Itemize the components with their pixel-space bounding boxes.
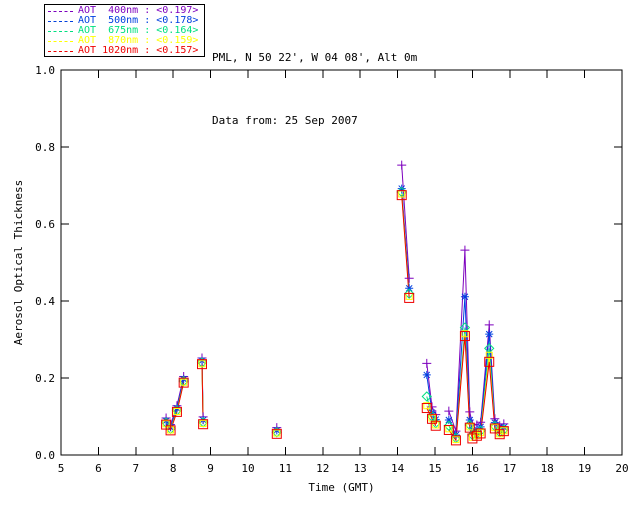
line-sample-icon — [48, 20, 73, 22]
y-axis-title: Aerosol Optical Thickness — [12, 180, 25, 346]
legend-label: AOT 675nm : <0.164> — [78, 25, 199, 36]
legend-row: AOT 400nm : <0.197> — [48, 6, 204, 16]
x-tick-label: 20 — [615, 462, 628, 475]
x-tick-label: 12 — [316, 462, 329, 475]
x-tick-label: 7 — [132, 462, 139, 475]
x-tick-label: 9 — [207, 462, 214, 475]
series-line-aot-870nm — [165, 193, 505, 442]
line-sample-icon — [48, 40, 73, 42]
y-tick-label: 0.0 — [35, 449, 55, 462]
axis-labels: 5 6 7 8 9 10 11 12 13 14 15 16 17 18 19 20 0.0 0.2 0.4 0.6 0… — [12, 64, 629, 494]
axes — [60, 69, 623, 456]
asterisk-symbols-aot-500nm — [162, 184, 508, 439]
square-symbols-aot-1020nm — [161, 190, 509, 446]
y-tick-label: 0.6 — [35, 218, 55, 231]
line-sample-icon — [48, 30, 73, 32]
legend-box: AOT 400nm : <0.197> AOT 500nm : <0.178> … — [44, 4, 205, 57]
legend-row: AOT 1020nm : <0.157> — [48, 46, 204, 56]
x-tick-label: 11 — [279, 462, 292, 475]
title-block: PML, N 50 22', W 04 08', Alt 0m Data fro… — [212, 5, 417, 173]
x-tick-label: 19 — [578, 462, 591, 475]
line-sample-icon — [48, 50, 73, 52]
legend-row: AOT 870nm : <0.159> — [48, 36, 204, 46]
legend-label: AOT 400nm : <0.197> — [78, 5, 199, 16]
series-line-aot-1020nm — [165, 195, 505, 442]
date-subtitle: Data from: 25 Sep 2007 — [212, 114, 358, 127]
y-tick-label: 0.4 — [35, 295, 55, 308]
x-tick-label: 6 — [95, 462, 102, 475]
plus-symbols-aot-400nm — [161, 160, 509, 436]
legend-label: AOT 500nm : <0.178> — [78, 15, 199, 26]
y-tick-label: 0.2 — [35, 372, 55, 385]
series-line-aot-675nm — [165, 192, 505, 440]
y-tick-label: 0.8 — [35, 141, 55, 154]
x-tick-label: 17 — [503, 462, 516, 475]
x-axis-title: Time (GMT) — [308, 481, 374, 494]
x-tick-label: 8 — [170, 462, 177, 475]
y-tick-label: 1.0 — [35, 64, 55, 77]
x-tick-label: 16 — [466, 462, 479, 475]
square-symbols-aot-870nm — [162, 190, 508, 444]
series-line-aot-500nm — [165, 188, 505, 437]
diamond-symbols-aot-675nm — [160, 186, 510, 444]
legend-label: AOT 1020nm : <0.157> — [78, 45, 199, 56]
x-tick-label: 10 — [241, 462, 254, 475]
legend-label: AOT 870nm : <0.159> — [78, 35, 199, 46]
x-tick-label: 14 — [391, 462, 405, 475]
x-tick-label: 18 — [541, 462, 554, 475]
x-tick-label: 13 — [354, 462, 367, 475]
x-tick-label: 15 — [428, 462, 441, 475]
series-line-aot-400nm — [165, 165, 505, 432]
line-sample-icon — [48, 10, 73, 12]
station-title: PML, N 50 22', W 04 08', Alt 0m — [212, 51, 418, 64]
legend-row: AOT 675nm : <0.164> — [48, 26, 204, 36]
x-tick-label: 5 — [58, 462, 65, 475]
legend-row: AOT 500nm : <0.178> — [48, 16, 204, 26]
